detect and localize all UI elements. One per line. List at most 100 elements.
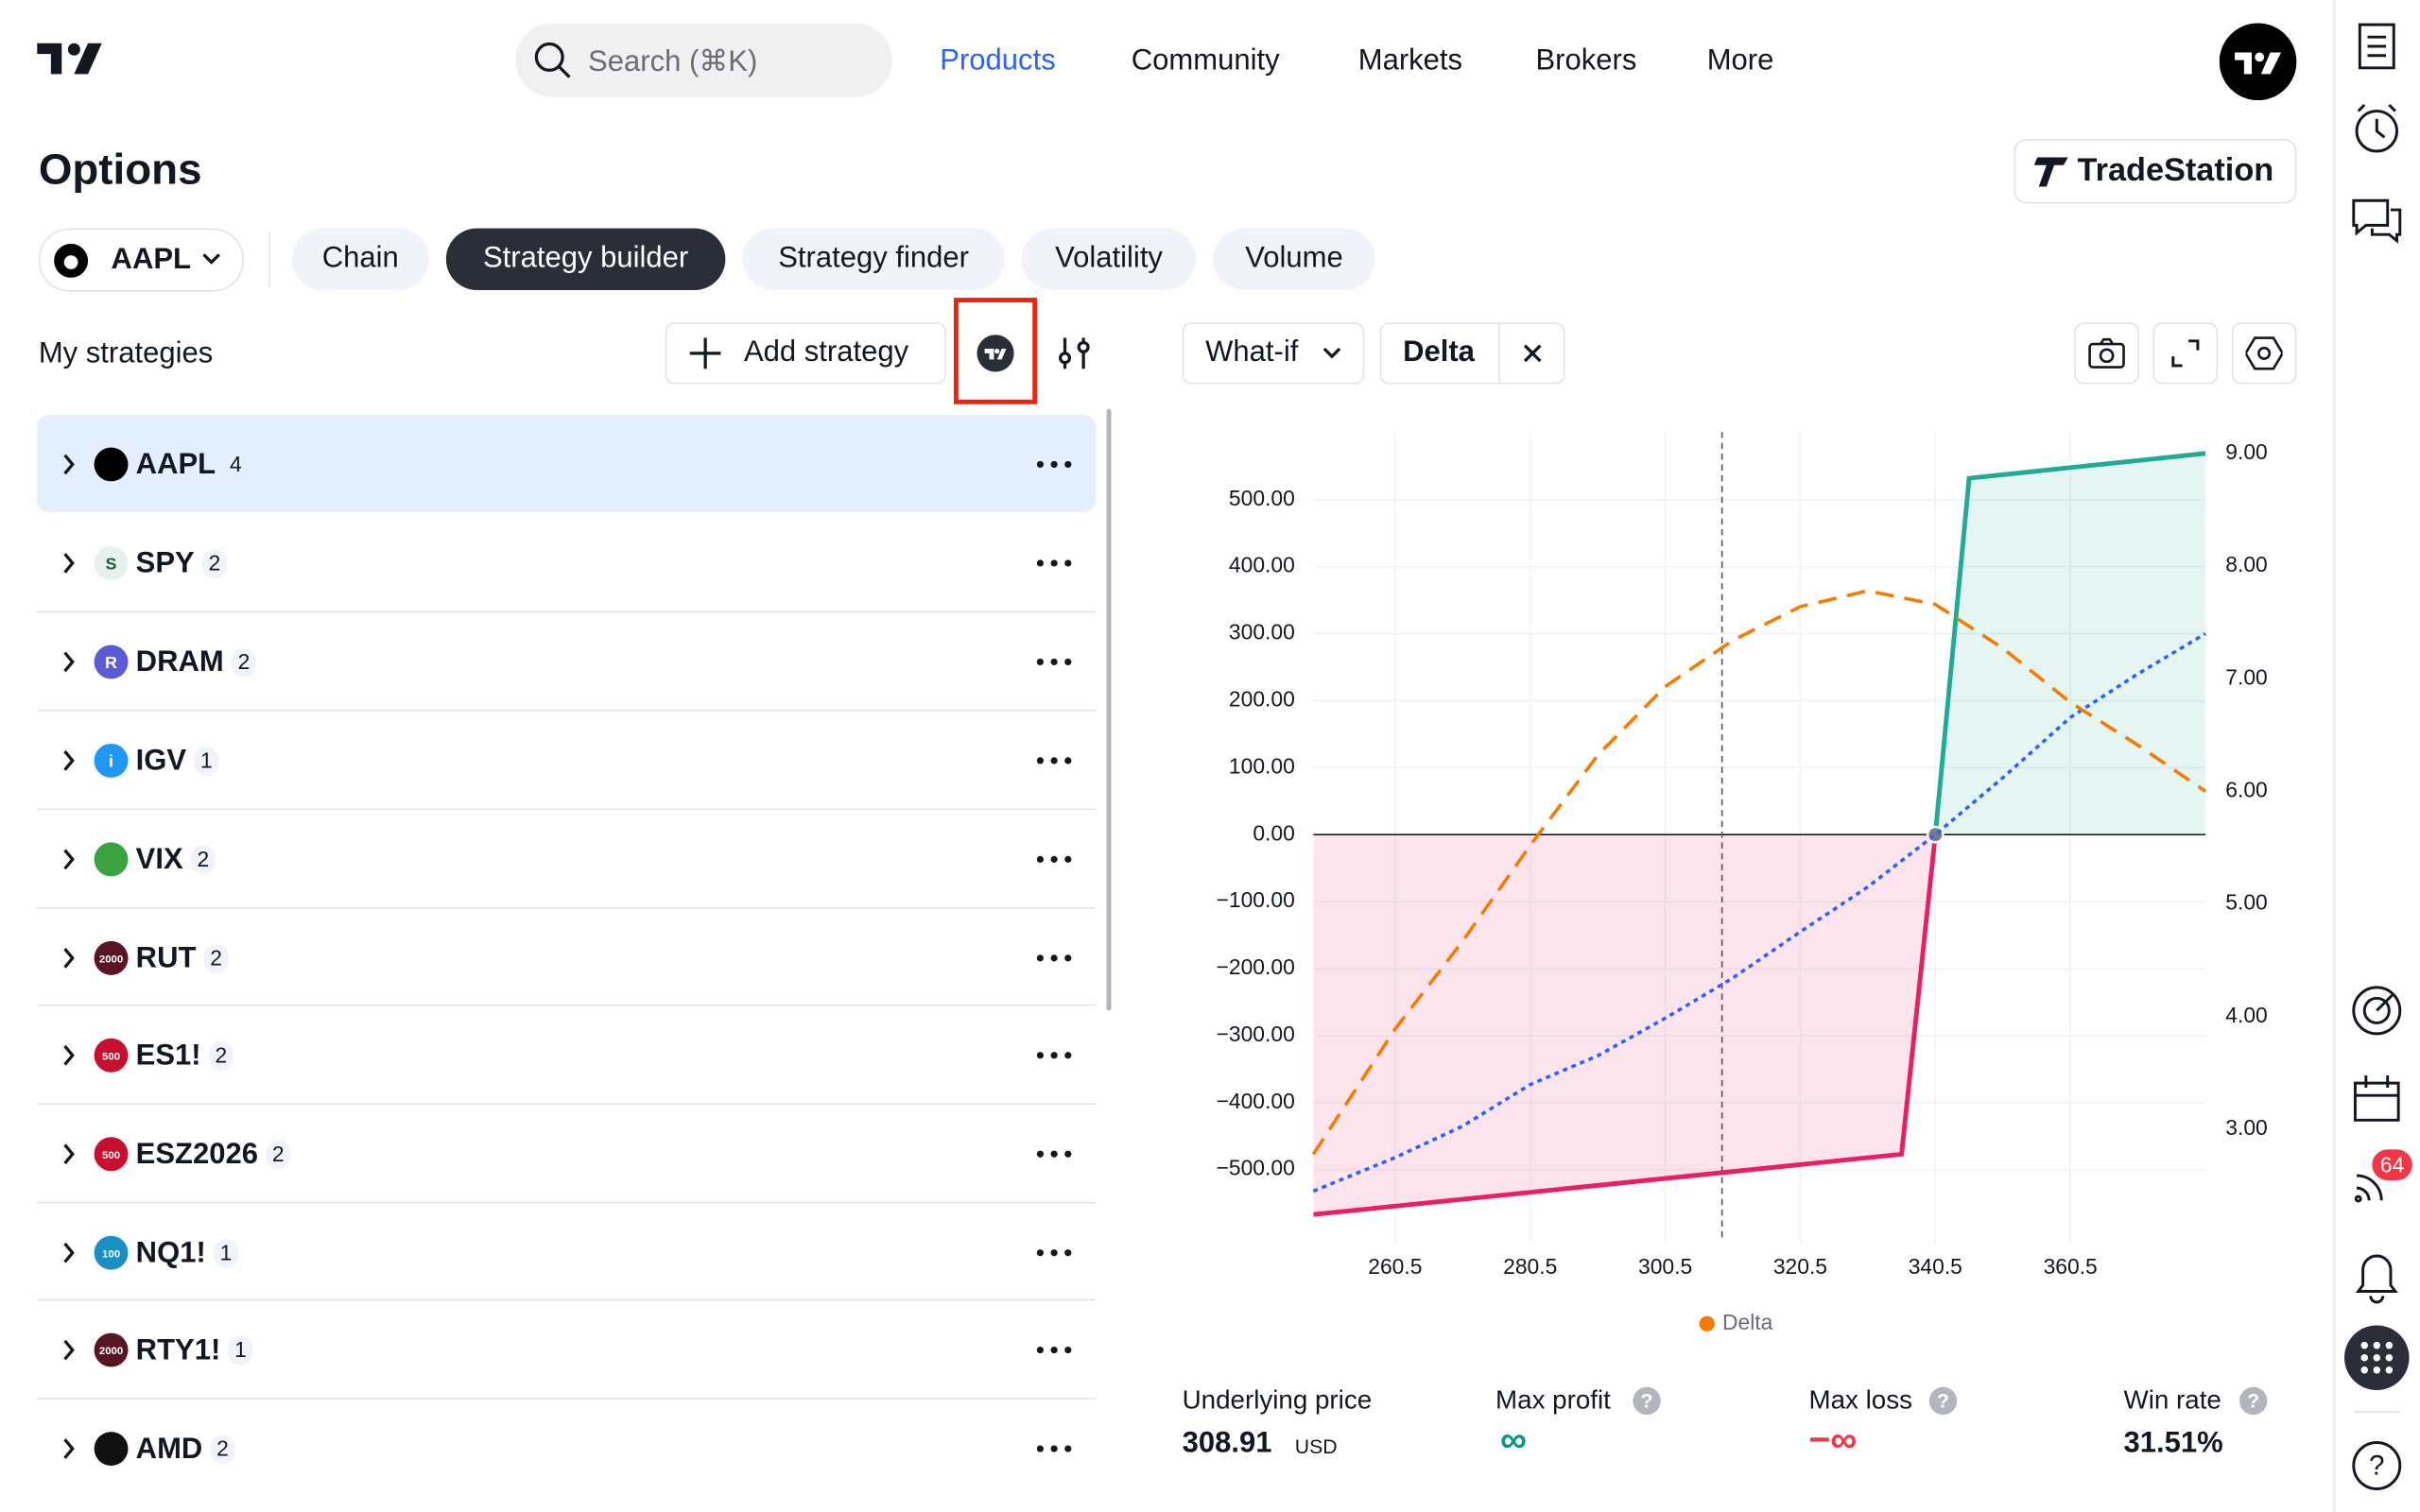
strategy-name: DRAM <box>136 645 224 679</box>
strategy-count: 2 <box>215 1043 227 1068</box>
stat-label: Underlying price <box>1182 1385 1373 1416</box>
more-dot <box>1050 1052 1058 1059</box>
logo[interactable] <box>37 40 108 77</box>
more-dot <box>1064 460 1072 469</box>
row-icons: 2000 RUT 2 <box>63 940 1072 975</box>
calendar-icon[interactable] <box>2353 1074 2400 1122</box>
strategy-row[interactable]: S SPY 2 <box>37 513 1096 611</box>
y2-tick-label: 4.00 <box>2225 1003 2267 1027</box>
tab[interactable]: Volatility <box>1021 228 1197 290</box>
metric-chip[interactable]: Delta <box>1379 322 1565 385</box>
y2-tick-label: 3.00 <box>2225 1115 2267 1140</box>
stat-value: −∞ <box>1808 1419 1858 1462</box>
symbol-icon <box>94 940 129 975</box>
strategy-count: 2 <box>198 847 210 871</box>
more-dot <box>1050 855 1058 863</box>
x-tick-label: 300.5 <box>1638 1254 1692 1279</box>
more-dot <box>1036 1347 1044 1354</box>
feed-icon[interactable] <box>2356 1174 2383 1201</box>
strategy-row[interactable]: i IGV 1 <box>37 710 1097 810</box>
help-icon[interactable]: ? <box>1632 1385 1663 1417</box>
divider <box>268 231 270 287</box>
badge-count: 64 <box>2380 1152 2405 1177</box>
bell-icon[interactable] <box>2355 1254 2398 1304</box>
strategy-row[interactable]: R DRAM 2 <box>37 611 1097 712</box>
more-dot <box>1064 1150 1072 1158</box>
y-tick-label: 300.00 <box>1229 620 1295 644</box>
nav-link[interactable]: More <box>1706 44 1774 77</box>
tab-active[interactable]: Strategy builder <box>445 228 726 290</box>
tab[interactable]: Strategy finder <box>742 228 1005 290</box>
nav-link[interactable]: Community <box>1131 44 1280 77</box>
mode-select[interactable]: What-if <box>1182 322 1365 385</box>
strategy-name: ESZ2026 <box>136 1137 258 1170</box>
chevron-right <box>63 1438 75 1459</box>
svg-text:?: ? <box>1641 1391 1653 1413</box>
strategy-row[interactable]: 2000 RTY1! 1 <box>37 1299 1097 1400</box>
settings-button[interactable] <box>1056 335 1093 371</box>
strategy-count: 4 <box>230 452 242 476</box>
more-dot <box>1036 1150 1044 1158</box>
currency: USD <box>1294 1435 1338 1458</box>
help-icon[interactable]: ? <box>1927 1385 1959 1417</box>
more-dot <box>1036 1052 1044 1059</box>
tv-button[interactable] <box>977 335 1014 372</box>
delta-line <box>1311 589 2207 1156</box>
count-badge <box>210 1435 235 1465</box>
add-strategy-button[interactable]: Add strategy <box>665 322 946 385</box>
help-icon[interactable]: ? <box>2238 1385 2269 1417</box>
y-tick-label: 100.00 <box>1229 753 1295 778</box>
tab[interactable]: Chain <box>291 228 429 290</box>
x-tick-label: 320.5 <box>1773 1254 1827 1279</box>
divider <box>1498 323 1500 383</box>
nav-link[interactable]: Markets <box>1357 44 1463 77</box>
more-dot <box>1036 558 1044 566</box>
count-badge <box>223 450 249 480</box>
search-box[interactable]: Search (⌘K) <box>515 23 892 97</box>
broker-button[interactable]: TradeStation <box>2014 138 2297 204</box>
strategy-row[interactable]: 500 ES1! 2 <box>37 1005 1097 1105</box>
close-icon[interactable] <box>1523 344 1542 363</box>
chart-settings-button[interactable] <box>2231 322 2297 385</box>
alert-icon[interactable] <box>2355 110 2398 153</box>
screenshot-button[interactable] <box>2074 322 2139 385</box>
broker-logo <box>2033 157 2068 187</box>
strategy-row[interactable]: VIX 2 <box>37 808 1097 908</box>
fullscreen-button[interactable] <box>2152 322 2219 385</box>
watchlist-icon[interactable] <box>2358 23 2395 70</box>
chat-icon[interactable] <box>2352 198 2402 244</box>
tab[interactable]: Volume <box>1213 228 1375 290</box>
strategy-row[interactable]: AAPL 4 <box>37 415 1097 513</box>
mode-label: What-if <box>1205 335 1299 369</box>
symbol-icon-text: 2000 <box>99 954 123 965</box>
radar-icon[interactable] <box>2352 986 2402 1036</box>
chevron-right <box>63 652 75 673</box>
loss-line <box>1313 834 1938 1217</box>
row-icons: VIX 2 <box>63 842 1072 877</box>
count-badge <box>194 747 219 777</box>
more-dot <box>1064 558 1072 566</box>
strategy-row[interactable]: 500 ESZ2026 2 <box>37 1103 1097 1203</box>
more-dot <box>1050 1445 1058 1452</box>
nav-link[interactable]: Brokers <box>1535 44 1637 77</box>
symbol-select[interactable]: AAPL <box>38 228 244 292</box>
strategy-row[interactable]: AMD 2 <box>37 1398 1097 1498</box>
strategy-row[interactable]: 2000 RUT 2 <box>37 906 1097 1006</box>
sidebar: ? 64 <box>2344 23 2412 1490</box>
row-icons: 500 ESZ2026 2 <box>63 1137 1072 1172</box>
plus-icon <box>689 337 721 369</box>
strategy-name: VIX <box>136 842 183 875</box>
chevron-right <box>63 552 75 574</box>
strategy-name: NQ1! <box>136 1235 206 1268</box>
svg-text:?: ? <box>2247 1391 2259 1413</box>
stat-value: 31.51% <box>2123 1427 2223 1460</box>
strategy-row[interactable]: 100 NQ1! 1 <box>37 1201 1097 1301</box>
more-dot <box>1064 659 1072 666</box>
search-placeholder: Search (⌘K) <box>588 45 758 79</box>
avatar[interactable] <box>2219 23 2297 101</box>
help-icon[interactable] <box>2352 1441 2402 1490</box>
nav-link[interactable]: Products <box>940 44 1056 77</box>
y2-tick-label: 9.00 <box>2225 439 2267 464</box>
